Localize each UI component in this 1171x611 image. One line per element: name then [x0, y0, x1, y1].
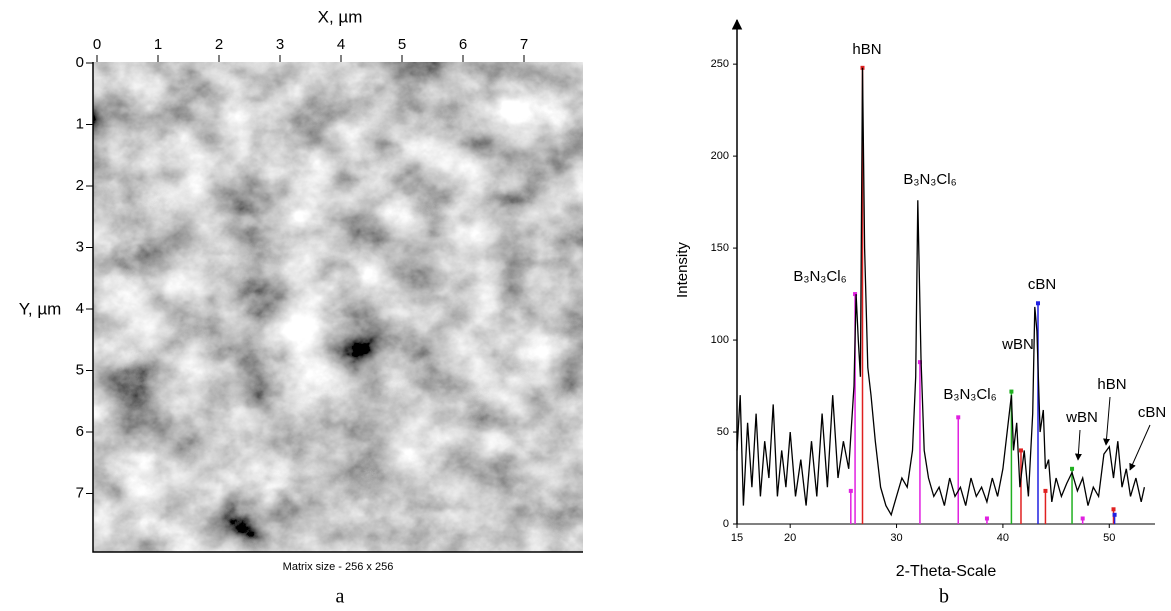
afm-y-tick-label: 0: [76, 54, 84, 71]
reference-marker: [1018, 448, 1023, 453]
y-tick-label: 250: [711, 58, 729, 70]
reference-marker: [956, 415, 961, 420]
panel-label: b: [939, 586, 949, 608]
afm-x-tick-label: 5: [398, 36, 406, 53]
x-tick-label: 20: [784, 532, 796, 544]
reference-marker: [1036, 301, 1041, 306]
peak-annotation: hBN: [852, 41, 881, 58]
x-axis-label: 2-Theta-Scale: [896, 563, 997, 580]
afm-y-tick-label: 6: [76, 423, 84, 440]
afm-y-tick-label: 1: [76, 115, 84, 132]
reference-marker: [917, 360, 922, 365]
reference-marker: [853, 292, 858, 297]
peak-annotation: B₃N₃Cl₆: [793, 268, 846, 285]
afm-y-tick-label: 2: [76, 177, 84, 194]
peak-annotation: wBN: [1065, 409, 1098, 426]
peak-annotation: cBN: [1028, 276, 1056, 293]
afm-y-tick-label: 4: [76, 300, 84, 317]
afm-frame: [92, 62, 583, 553]
peak-annotation: B₃N₃Cl₆: [903, 171, 956, 188]
annotation-arrow: [1103, 396, 1111, 446]
y-axis-label: Intensity: [674, 242, 691, 298]
x-tick-label: 15: [731, 532, 743, 544]
annotation-arrow: [1074, 429, 1082, 461]
pattern-line: [736, 67, 1146, 517]
reference-marker: [984, 516, 989, 521]
x-tick-label: 40: [997, 532, 1009, 544]
peak-annotation: cBN: [1138, 404, 1166, 421]
afm-x-label: X, µm: [318, 7, 363, 26]
reference-marker: [1070, 466, 1075, 471]
afm-y-label: Y, µm: [19, 299, 62, 318]
annotation-arrow: [1129, 424, 1151, 471]
peak-annotation: hBN: [1097, 376, 1126, 393]
afm-y-tick-label: 5: [76, 361, 84, 378]
reference-marker: [1043, 488, 1048, 493]
y-tick-label: 100: [711, 334, 729, 346]
reference-marker: [1111, 507, 1116, 512]
afm-x-tick-label: 4: [337, 36, 345, 53]
afm-x-tick-label: 7: [520, 36, 528, 53]
afm-y-tick-label: 3: [76, 238, 84, 255]
reference-marker: [1009, 389, 1014, 394]
peak-annotation: wBN: [1001, 336, 1034, 353]
x-tick-label: 30: [890, 532, 902, 544]
y-tick-label: 200: [711, 150, 729, 162]
afm-x-tick-label: 6: [459, 36, 467, 53]
y-tick-label: 50: [717, 426, 729, 438]
reference-marker: [1080, 516, 1085, 521]
afm-x-tick-label: 3: [276, 36, 284, 53]
afm-x-tick-label: 1: [154, 36, 162, 53]
reference-marker: [1112, 512, 1117, 517]
panel-label: a: [336, 586, 345, 608]
y-tick-label: 0: [723, 518, 729, 530]
x-tick-label: 50: [1103, 532, 1115, 544]
afm-y-tick-label: 7: [76, 484, 84, 501]
peak-annotation: B₃N₃Cl₆: [943, 386, 996, 403]
y-tick-label: 150: [711, 242, 729, 254]
afm-caption: Matrix size - 256 x 256: [283, 561, 394, 573]
afm-x-tick-label: 0: [93, 36, 101, 53]
reference-marker: [848, 488, 853, 493]
afm-image: [93, 62, 583, 552]
afm-x-tick-label: 2: [215, 36, 223, 53]
